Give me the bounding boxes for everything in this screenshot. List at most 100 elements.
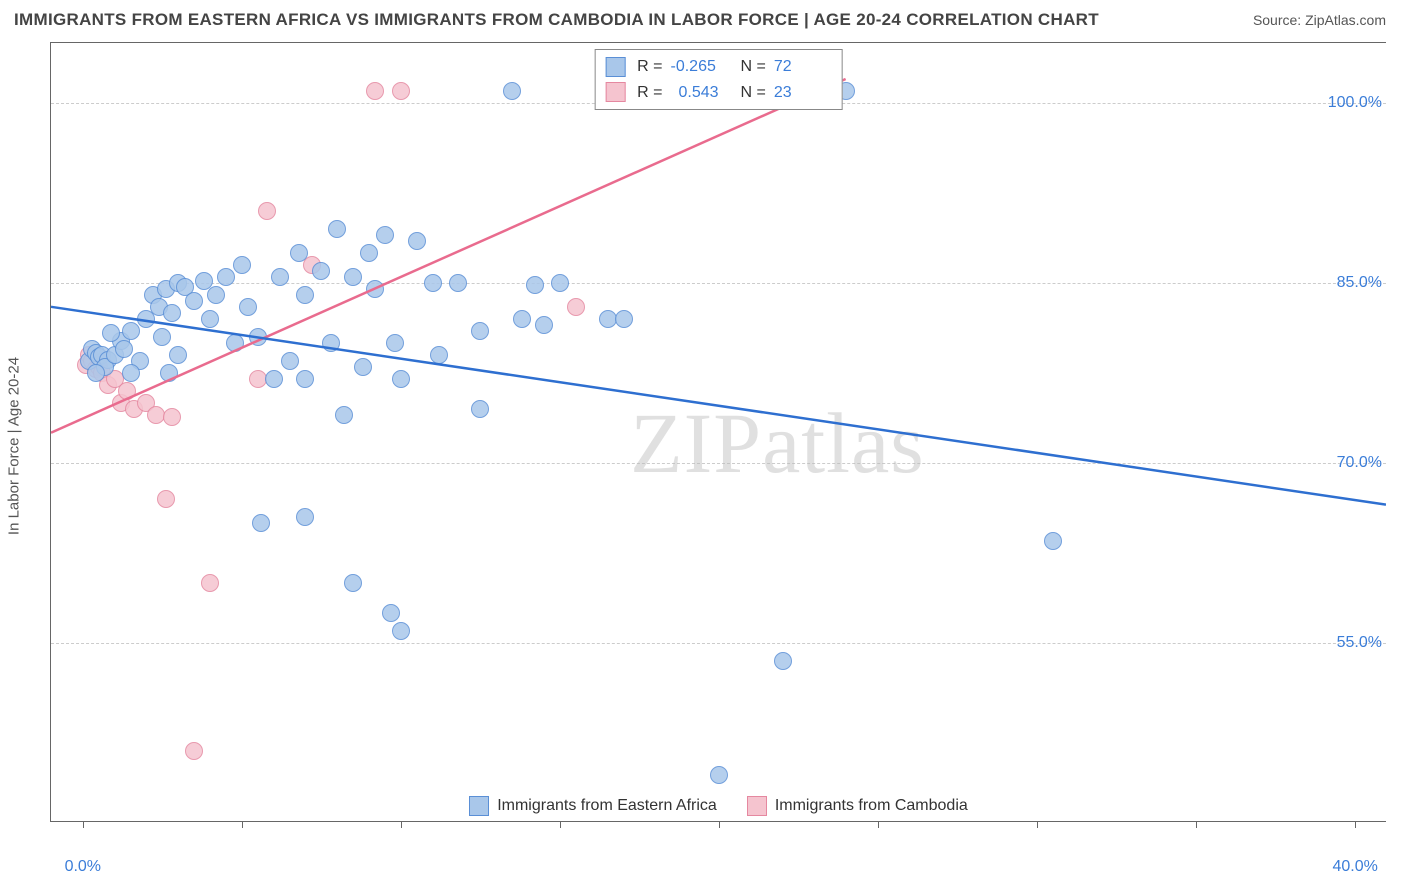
gridline-h bbox=[51, 283, 1386, 284]
data-point-series1 bbox=[226, 334, 244, 352]
data-point-series1 bbox=[290, 244, 308, 262]
data-point-series1 bbox=[526, 276, 544, 294]
data-point-series1 bbox=[296, 370, 314, 388]
data-point-series1 bbox=[207, 286, 225, 304]
data-point-series1 bbox=[239, 298, 257, 316]
data-point-series1 bbox=[265, 370, 283, 388]
data-point-series2 bbox=[392, 82, 410, 100]
data-point-series1 bbox=[615, 310, 633, 328]
correlation-chart: 55.0%70.0%85.0%100.0%0.0%40.0% ZIPatlas … bbox=[50, 42, 1386, 822]
r-value-2: 0.543 bbox=[671, 80, 729, 106]
y-axis-label: In Labor Force | Age 20-24 bbox=[6, 357, 23, 535]
n-value-1: 72 bbox=[774, 54, 832, 80]
data-point-series1 bbox=[322, 334, 340, 352]
data-point-series1 bbox=[382, 604, 400, 622]
data-point-series2 bbox=[201, 574, 219, 592]
series1-swatch-bottom bbox=[469, 796, 489, 816]
data-point-series2 bbox=[567, 298, 585, 316]
data-point-series1 bbox=[185, 292, 203, 310]
data-point-series1 bbox=[774, 652, 792, 670]
x-axis-line bbox=[51, 821, 1386, 822]
data-point-series1 bbox=[360, 244, 378, 262]
data-point-series1 bbox=[281, 352, 299, 370]
x-tick-mark bbox=[242, 822, 243, 828]
r-label-2: R = bbox=[637, 80, 662, 106]
data-point-series1 bbox=[163, 304, 181, 322]
data-point-series1 bbox=[217, 268, 235, 286]
data-point-series1 bbox=[344, 574, 362, 592]
data-point-series1 bbox=[354, 358, 372, 376]
x-tick-mark bbox=[401, 822, 402, 828]
x-tick-mark bbox=[878, 822, 879, 828]
data-point-series1 bbox=[328, 220, 346, 238]
legend-item-series1: Immigrants from Eastern Africa bbox=[469, 796, 717, 816]
data-point-series1 bbox=[408, 232, 426, 250]
data-point-series1 bbox=[233, 256, 251, 274]
data-point-series1 bbox=[366, 280, 384, 298]
data-point-series2 bbox=[157, 490, 175, 508]
data-point-series1 bbox=[386, 334, 404, 352]
data-point-series1 bbox=[344, 268, 362, 286]
data-point-series1 bbox=[115, 340, 133, 358]
legend-stats-row-2: R = 0.543 N = 23 bbox=[605, 80, 832, 106]
n-label-1: N = bbox=[741, 54, 766, 80]
series1-swatch bbox=[605, 57, 625, 77]
data-point-series2 bbox=[118, 382, 136, 400]
r-value-1: -0.265 bbox=[671, 54, 729, 80]
x-tick-mark bbox=[719, 822, 720, 828]
x-tick-label: 0.0% bbox=[65, 858, 101, 876]
data-point-series1 bbox=[153, 328, 171, 346]
data-point-series2 bbox=[185, 742, 203, 760]
x-tick-mark bbox=[1196, 822, 1197, 828]
x-tick-label: 40.0% bbox=[1333, 858, 1378, 876]
data-point-series2 bbox=[258, 202, 276, 220]
page-title: IMMIGRANTS FROM EASTERN AFRICA VS IMMIGR… bbox=[14, 10, 1099, 30]
legend-series: Immigrants from Eastern Africa Immigrant… bbox=[51, 796, 1386, 816]
legend-stats-row-1: R = -0.265 N = 72 bbox=[605, 54, 832, 80]
data-point-series1 bbox=[376, 226, 394, 244]
x-tick-mark bbox=[1355, 822, 1356, 828]
series2-swatch bbox=[605, 82, 625, 102]
data-point-series1 bbox=[710, 766, 728, 784]
series2-swatch-bottom bbox=[747, 796, 767, 816]
gridline-h bbox=[51, 643, 1386, 644]
gridline-h bbox=[51, 463, 1386, 464]
legend-item-series2: Immigrants from Cambodia bbox=[747, 796, 968, 816]
data-point-series1 bbox=[392, 622, 410, 640]
data-point-series1 bbox=[160, 364, 178, 382]
x-tick-mark bbox=[83, 822, 84, 828]
data-point-series1 bbox=[87, 364, 105, 382]
source-attribution: Source: ZipAtlas.com bbox=[1253, 12, 1386, 28]
y-tick-label: 85.0% bbox=[1337, 274, 1382, 292]
y-tick-label: 55.0% bbox=[1337, 634, 1382, 652]
data-point-series1 bbox=[1044, 532, 1062, 550]
data-point-series1 bbox=[271, 268, 289, 286]
data-point-series2 bbox=[163, 408, 181, 426]
y-tick-label: 70.0% bbox=[1337, 454, 1382, 472]
data-point-series1 bbox=[513, 310, 531, 328]
r-label-1: R = bbox=[637, 54, 662, 80]
data-point-series1 bbox=[392, 370, 410, 388]
data-point-series1 bbox=[551, 274, 569, 292]
data-point-series1 bbox=[503, 82, 521, 100]
data-point-series1 bbox=[252, 514, 270, 532]
n-label-2: N = bbox=[741, 80, 766, 106]
data-point-series1 bbox=[122, 364, 140, 382]
series2-label: Immigrants from Cambodia bbox=[775, 797, 968, 815]
n-value-2: 23 bbox=[774, 80, 832, 106]
data-point-series1 bbox=[430, 346, 448, 364]
data-point-series1 bbox=[296, 286, 314, 304]
data-point-series1 bbox=[471, 400, 489, 418]
legend-stats: R = -0.265 N = 72 R = 0.543 N = 23 bbox=[594, 49, 843, 110]
data-point-series1 bbox=[102, 324, 120, 342]
data-point-series1 bbox=[312, 262, 330, 280]
data-point-series1 bbox=[201, 310, 219, 328]
data-point-series1 bbox=[449, 274, 467, 292]
x-tick-mark bbox=[1037, 822, 1038, 828]
series1-label: Immigrants from Eastern Africa bbox=[497, 797, 717, 815]
data-point-series1 bbox=[535, 316, 553, 334]
data-point-series1 bbox=[169, 346, 187, 364]
data-point-series1 bbox=[296, 508, 314, 526]
data-point-series1 bbox=[335, 406, 353, 424]
data-point-series1 bbox=[424, 274, 442, 292]
